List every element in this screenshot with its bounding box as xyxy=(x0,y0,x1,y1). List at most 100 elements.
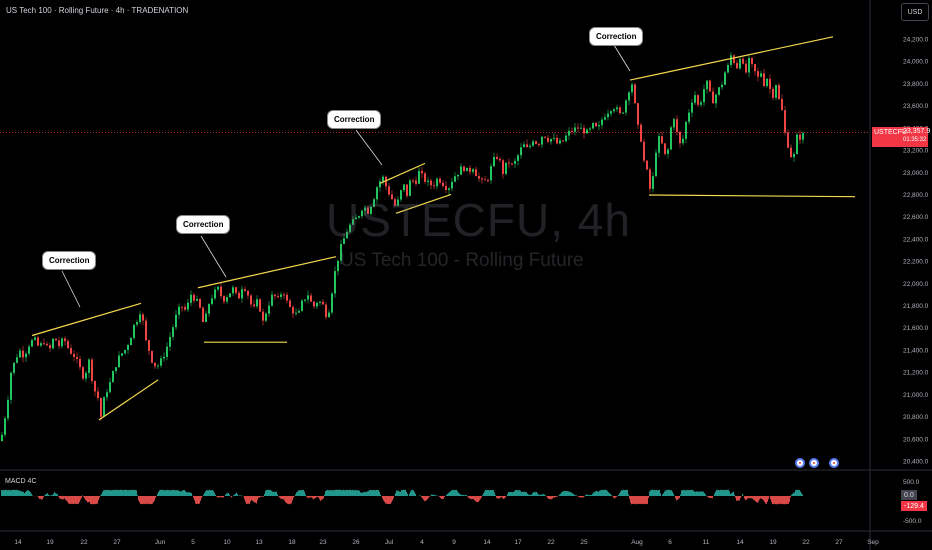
macd-bar xyxy=(200,496,201,501)
candle-body xyxy=(43,343,45,345)
macd-bar xyxy=(766,496,767,504)
price-tag-symbol: USTECFU xyxy=(874,129,908,136)
macd-bar xyxy=(618,494,619,496)
macd-bar xyxy=(213,490,214,496)
candle-body xyxy=(769,78,771,89)
macd-bar xyxy=(300,490,301,496)
event-flag-icon[interactable] xyxy=(809,458,819,468)
event-flag-icon[interactable] xyxy=(829,458,839,468)
time-axis[interactable]: 14 19 22 27 Jun 5 10 13 18 23 26 Jul 4 9 14 17 22 25 Aug 6 1… xyxy=(14,539,879,546)
macd-bar xyxy=(585,495,586,496)
macd-bar xyxy=(83,496,84,497)
candle-body xyxy=(802,133,804,140)
macd-bar xyxy=(153,496,154,503)
macd-bar xyxy=(606,490,607,496)
candle-body xyxy=(616,107,618,110)
macd-bar xyxy=(636,496,637,505)
macd-bar xyxy=(582,496,583,498)
macd-bar xyxy=(550,496,551,500)
price-tick-label: 20,600.0 xyxy=(903,436,929,443)
macd-bar xyxy=(783,496,784,505)
candle-body xyxy=(406,184,408,196)
candle-body xyxy=(415,180,417,184)
event-flag-icon[interactable] xyxy=(795,458,805,468)
macd-bar xyxy=(573,493,574,496)
macd-bar xyxy=(453,490,454,496)
macd-bar xyxy=(565,491,566,496)
macd-bar xyxy=(166,490,167,496)
macd-bar xyxy=(424,496,425,502)
macd-bar xyxy=(194,496,195,501)
candle-body xyxy=(727,64,729,73)
macd-bar xyxy=(87,496,88,503)
candle-body xyxy=(676,119,678,133)
symbol-title[interactable]: US Tech 100 · Rolling Future · 4h · TRAD… xyxy=(6,6,189,15)
time-tick-label: 25 xyxy=(580,539,588,546)
time-tick-label: Jul xyxy=(385,539,394,546)
macd-bar xyxy=(67,496,68,502)
macd-bar xyxy=(233,495,234,496)
macd-bar xyxy=(301,490,302,496)
macd-bar xyxy=(131,489,132,496)
macd-bar xyxy=(602,489,603,496)
macd-bar xyxy=(694,491,695,496)
time-tick-label: 27 xyxy=(113,539,121,546)
correction-callout-2[interactable]: Correction xyxy=(176,215,231,234)
candle-body xyxy=(199,298,201,308)
macd-bar xyxy=(671,490,672,496)
macd-bar xyxy=(458,492,459,496)
candle-body xyxy=(418,170,420,184)
candle-body xyxy=(565,135,567,142)
macd-indicator-label[interactable]: MACD 4C xyxy=(5,478,37,485)
macd-bar xyxy=(375,490,376,496)
macd-bar xyxy=(798,489,799,496)
macd-bar xyxy=(314,496,315,499)
macd-bar xyxy=(337,489,338,496)
macd-bar xyxy=(256,496,257,504)
candle-body xyxy=(760,73,762,77)
price-tick-label: 23,600.0 xyxy=(903,103,929,110)
correction-callout-4[interactable]: Correction xyxy=(589,27,644,46)
macd-bar xyxy=(123,490,124,496)
macd-bar xyxy=(236,492,237,496)
macd-bar xyxy=(400,491,401,496)
macd-bar xyxy=(133,489,134,496)
correction-callout-3[interactable]: Correction xyxy=(327,110,382,129)
price-axis[interactable]: 20,400.0 20,600.0 20,800.0 21,000.0 21,200.0… xyxy=(903,37,929,466)
time-tick-label: 14 xyxy=(483,539,491,546)
macd-bar xyxy=(727,489,728,496)
macd-bar xyxy=(397,490,398,496)
price-tick-label: 20,400.0 xyxy=(903,459,929,466)
macd-bar xyxy=(179,491,180,496)
candle-body xyxy=(280,294,282,297)
macd-bar xyxy=(353,490,354,496)
macd-bar xyxy=(761,496,762,499)
candle-body xyxy=(19,350,21,358)
macd-bar xyxy=(626,489,627,496)
macd-bar xyxy=(432,494,433,496)
macd-bar xyxy=(5,489,6,496)
candle-body xyxy=(196,298,198,301)
macd-bar xyxy=(186,492,187,496)
correction-callout-1[interactable]: Correction xyxy=(42,251,97,270)
candle-body xyxy=(700,102,702,105)
macd-bar xyxy=(41,496,42,500)
macd-bar xyxy=(343,489,344,496)
macd-bar xyxy=(533,492,534,496)
macd-bar xyxy=(801,493,802,496)
candle-body xyxy=(160,358,162,366)
candle-body xyxy=(508,162,510,164)
candle-body xyxy=(481,178,483,180)
macd-bar xyxy=(262,496,263,497)
macd-bar xyxy=(357,490,358,496)
currency-button[interactable]: USD xyxy=(901,3,929,21)
macd-bar xyxy=(225,494,226,496)
candle-body xyxy=(376,187,378,200)
macd-bar xyxy=(559,494,560,496)
candle-body xyxy=(784,110,786,133)
candle-body xyxy=(250,295,252,305)
candle-body xyxy=(70,348,72,354)
macd-bar xyxy=(248,496,249,504)
time-tick-label: Aug xyxy=(631,539,643,546)
